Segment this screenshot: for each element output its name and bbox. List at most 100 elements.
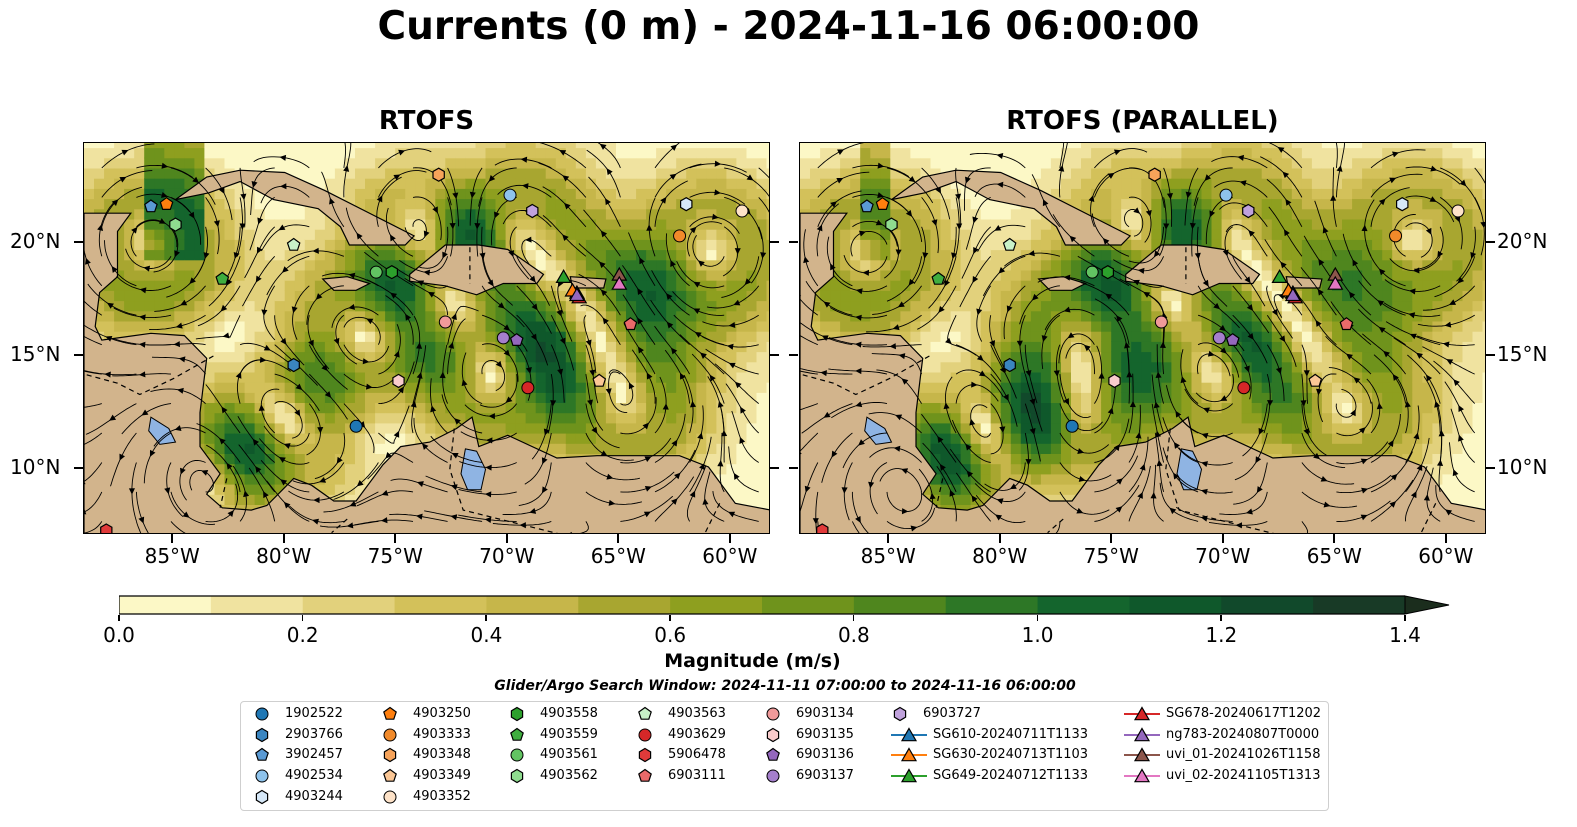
legend-label: 1902522 [285,706,343,721]
legend-label: 6903727 [923,706,981,721]
x-tick-label: 70°W [1195,544,1251,568]
platform-marker [735,204,749,218]
platform-marker [679,197,693,212]
legend-marker [510,768,524,784]
colorbar-tick-label: 1.4 [1389,623,1421,647]
x-tick-label: 65°W [590,544,646,568]
x-tick-mark [394,534,397,543]
y-tick-label: 15°N [10,341,61,366]
colorbar-tick-label: 1.2 [1205,623,1238,647]
legend-marker [766,748,780,762]
legend-marker [510,748,524,762]
legend-marker [255,748,269,762]
colorbar-tick-mark [852,615,855,621]
x-tick-mark [1333,534,1336,543]
x-tick-mark [1110,534,1113,543]
platform-marker [1002,237,1017,251]
colorbar-segment [670,596,763,614]
platform-marker [1327,275,1344,290]
platform-marker [931,271,946,285]
legend-label: 4903349 [413,768,471,784]
x-tick-label: 65°W [1306,544,1362,568]
legend-marker [766,727,780,742]
x-tick-label: 80°W [256,544,312,568]
platform-marker [1225,332,1240,346]
legend-label: 4903333 [413,726,471,742]
legend-marker [383,706,397,720]
legend-label: 4903558 [540,706,598,721]
legend-marker [766,707,780,721]
x-tick-label: 60°W [1418,544,1474,568]
platform-marker [568,287,586,302]
puerto-rico-land [1285,276,1323,289]
y-tick-mark [74,240,83,243]
colorbar [118,595,1450,615]
platform-marker [623,317,638,331]
x-tick-label: 85°W [144,544,200,568]
platform-marker [1085,265,1099,279]
colorbar-segment [1037,596,1130,614]
x-tick-label: 70°W [479,544,535,568]
map-panel-rtofs-parallel [799,142,1486,534]
legend-marker [255,769,269,783]
x-tick-mark [1221,534,1224,543]
x-tick-mark [505,534,508,543]
y-tick-mark [1486,240,1495,243]
x-tick-mark [728,534,731,543]
platform-marker [1271,269,1288,283]
legend-marker [638,706,652,720]
legend-label: 4903250 [413,706,471,721]
legend-label: 6903137 [796,768,854,784]
figure-title: Currents (0 m) - 2024-11-16 06:00:00 [377,4,1200,49]
south-america-land [84,212,769,533]
legend-label: 4903244 [285,788,343,804]
platform-marker [611,275,628,290]
colorbar-tick-label: 0.4 [470,623,503,647]
streamlines [84,143,769,533]
platform-marker [286,237,301,251]
legend-marker [383,768,397,782]
legend-label: 4903559 [540,726,598,742]
platform-marker [438,315,452,329]
map-canvas [84,143,769,533]
y-tick-mark [789,467,798,470]
colorbar-segment [853,596,947,614]
x-tick-label: 80°W [972,544,1028,568]
platform-marker [1219,188,1233,202]
colorbar-segment [302,596,396,614]
colorbar-tick-mark [669,615,671,621]
cuba-land [175,169,416,246]
platform-marker [1154,315,1168,329]
y-tick-mark [770,467,779,470]
colorbar-extend-arrow [1404,595,1450,615]
platform-marker [496,331,510,345]
legend-marker [638,728,652,742]
legend-label: uvi_02-20241105T1313 [1166,768,1321,784]
y-tick-label: 10°N [10,455,61,480]
x-tick-label: 85°W [860,544,916,568]
colorbar-segment [578,596,671,614]
platform-marker [875,196,890,211]
y-tick-label: 20°N [1497,228,1548,253]
y-tick-mark [74,353,83,356]
colorbar-tick-mark [301,615,304,621]
platform-marker [1389,229,1403,243]
search-window-text: Glider/Argo Search Window: 2024-11-11 07… [494,678,1076,694]
legend-marker [510,727,524,741]
y-tick-label: 20°N [10,228,61,253]
legend-marker [1133,726,1151,741]
colorbar-segment [210,596,304,614]
platform-marker [1284,287,1302,302]
colorbar-tick-mark [118,615,120,621]
legend-marker [1133,768,1151,783]
legend-label: SG630-20240713T1103 [933,747,1089,763]
colorbar-segment [486,596,579,614]
map-canvas [800,143,1485,533]
x-tick-mark [998,534,1001,543]
legend-label: ng783-20240807T0000 [1166,726,1320,742]
legend-marker [1133,706,1151,721]
platform-marker [385,265,398,280]
legend-marker [1133,747,1151,762]
legend-label: 6903135 [796,726,854,742]
platform-marker [1212,331,1226,345]
